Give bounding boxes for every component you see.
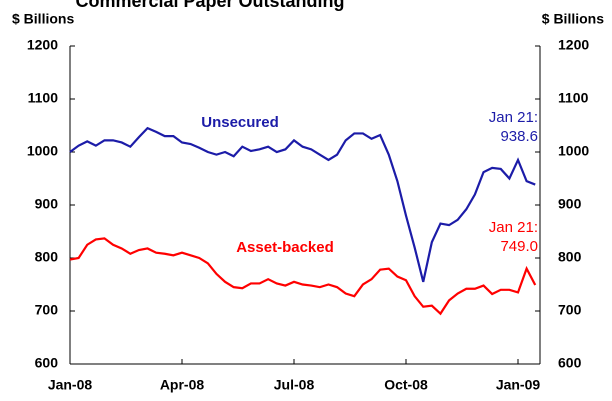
y2-tick-label: 700 — [558, 302, 582, 318]
chart-title: Commercial Paper Outstanding — [75, 0, 344, 11]
y-axis-label: $ Billions — [12, 11, 74, 27]
y2-axis-label: $ Billions — [542, 11, 604, 27]
y-tick-label: 1200 — [27, 37, 58, 53]
line — [69, 237, 537, 316]
x-tick-label: Jul-08 — [274, 377, 315, 393]
x-tick-label: Apr-08 — [160, 377, 205, 393]
annotation: Jan 21: — [489, 219, 538, 236]
y-tick-label: 700 — [35, 302, 59, 318]
x-tick-label: Jan-08 — [48, 377, 93, 393]
value-label: 749.0 — [500, 238, 538, 255]
series-label: Asset-backed — [236, 239, 334, 256]
y2-tick-label: 1000 — [558, 143, 589, 159]
annotation: Jan 21: — [489, 109, 538, 126]
x-tick-label: Oct-08 — [384, 377, 428, 393]
value-label: 938.6 — [500, 128, 538, 145]
y2-tick-label: 1100 — [558, 90, 589, 106]
line — [69, 126, 536, 283]
y-tick-label: 800 — [35, 249, 59, 265]
y-tick-label: 1000 — [27, 143, 58, 159]
y2-tick-label: 800 — [558, 249, 582, 265]
x-tick-label: Jan-09 — [496, 377, 541, 393]
y-tick-label: 1100 — [28, 90, 59, 106]
y2-tick-label: 600 — [558, 355, 582, 371]
y2-tick-label: 1200 — [558, 37, 589, 53]
y-tick-label: 900 — [35, 196, 59, 212]
y2-tick-label: 900 — [558, 196, 582, 212]
y-tick-label: 600 — [35, 355, 59, 371]
series-label: Unsecured — [201, 114, 279, 131]
